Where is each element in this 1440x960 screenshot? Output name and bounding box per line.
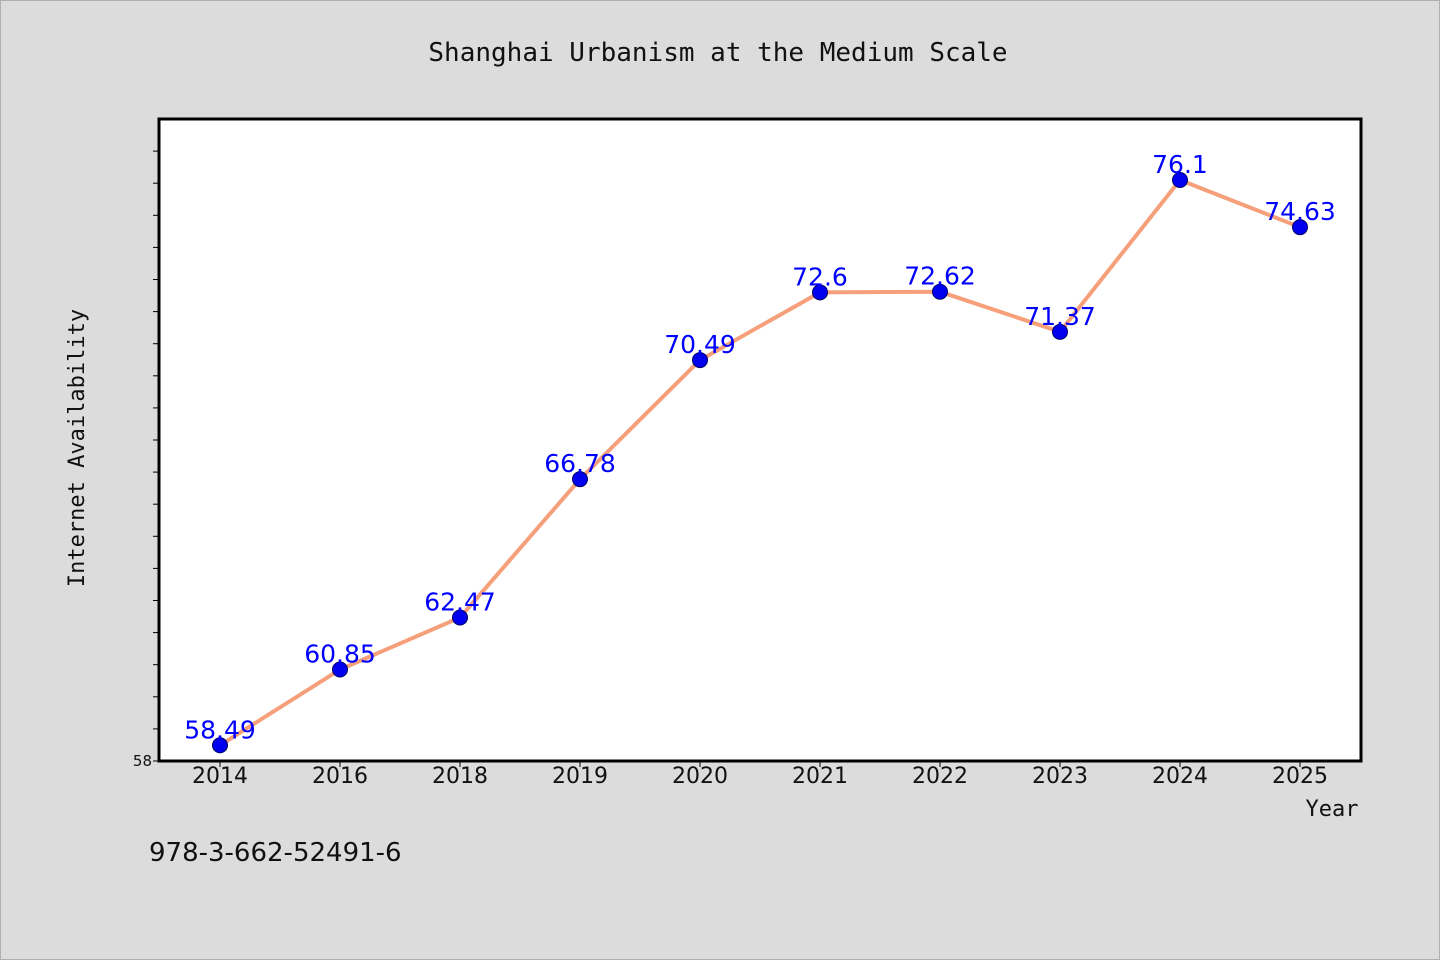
data-label: 58.49	[184, 715, 256, 744]
y-axis-ticks	[153, 150, 159, 762]
data-point-marker	[1172, 171, 1188, 188]
data-label-group: 58.49 60.85 62.47 66.78 70.49 72.6 72.62 71.37 7…	[184, 150, 1336, 744]
plot-area	[157, 117, 1363, 763]
x-tick-label: 2014	[192, 764, 248, 789]
data-point-marker	[812, 284, 828, 301]
series-group	[218, 177, 1302, 748]
data-point-marker	[692, 352, 708, 369]
data-point-marker	[332, 661, 348, 678]
x-axis-tick-labels: 2014 2016 2018 2019 2020 2021 2022 2023 2024 2025	[192, 764, 1328, 789]
data-point-marker	[212, 737, 228, 754]
x-axis-title: Year	[1306, 797, 1359, 822]
data-point-marker	[1052, 323, 1068, 340]
y-axis-title: Internet Availability	[65, 309, 90, 587]
y-tick-label: 58	[133, 752, 152, 770]
x-tick-label: 2016	[312, 764, 368, 789]
x-tick-label: 2022	[912, 764, 968, 789]
chart-title: Shanghai Urbanism at the Medium Scale	[428, 38, 1007, 68]
isbn-footer: 978-3-662-52491-6	[149, 838, 402, 868]
data-label: 71.37	[1024, 302, 1096, 331]
x-tick-label: 2023	[1032, 764, 1088, 789]
x-tick-label: 2019	[552, 764, 608, 789]
x-tick-label: 2024	[1152, 764, 1208, 789]
series-line	[218, 177, 1302, 748]
data-label: 72.62	[904, 262, 976, 291]
data-label: 66.78	[544, 449, 616, 478]
x-tick-label: 2025	[1272, 764, 1328, 789]
y-axis-tick-labels: 58	[133, 752, 152, 770]
data-label: 76.1	[1152, 150, 1208, 179]
x-tick-label: 2021	[792, 764, 848, 789]
data-label: 60.85	[304, 640, 376, 669]
data-point-marker	[572, 471, 588, 488]
data-label: 74.63	[1264, 197, 1336, 226]
data-point-marker	[452, 609, 468, 626]
x-tick-label: 2018	[432, 764, 488, 789]
data-point-marker	[1292, 219, 1308, 236]
data-label: 72.6	[792, 262, 848, 291]
marker-group	[212, 171, 1308, 754]
x-tick-label: 2020	[672, 764, 728, 789]
data-label: 70.49	[664, 330, 736, 359]
x-axis-ticks	[219, 761, 1301, 767]
data-point-marker	[932, 283, 948, 300]
data-label: 62.47	[424, 588, 496, 617]
